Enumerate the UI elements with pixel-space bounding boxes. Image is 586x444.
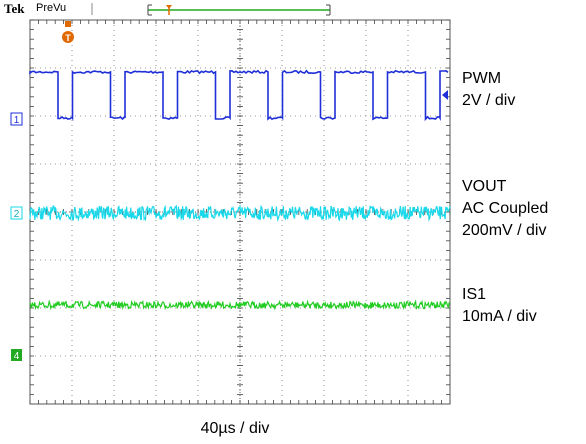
timebase-label: 40µs / div (200, 420, 270, 437)
is1-scale: 10mA / div (462, 308, 537, 325)
pwm-scale: 2V / div (462, 92, 516, 109)
vout-scale: 200mV / div (462, 222, 547, 239)
is1-label: IS1 10mA / div (462, 284, 537, 328)
svg-text:1: 1 (14, 115, 20, 126)
ch4-marker[interactable]: 4 (11, 349, 22, 362)
svg-text:2: 2 (14, 209, 20, 220)
vout-name: VOUT (462, 178, 507, 195)
svg-text:T: T (65, 33, 71, 43)
is1-trace (29, 299, 450, 311)
svg-text:4: 4 (14, 351, 20, 362)
pwm-trace (29, 69, 449, 122)
brand-logo: Tek (4, 1, 25, 16)
ch1-marker[interactable]: 1 (10, 112, 23, 126)
vout-trace (29, 204, 451, 222)
pwm-label: PWM 2V / div (462, 68, 515, 112)
vout-coupling: AC Coupled (462, 200, 549, 217)
is1-name: IS1 (462, 286, 487, 303)
ch1-offset-arrow[interactable] (442, 90, 448, 100)
record-view-bar (147, 4, 331, 16)
trigger-position-marker[interactable]: T (62, 21, 74, 43)
top-status-bar: Tek PreVu (0, 0, 586, 18)
acquisition-mode: PreVu (36, 2, 67, 14)
ch2-marker[interactable]: 2 (10, 206, 23, 220)
vout-label: VOUT AC Coupled 200mV / div (462, 176, 548, 242)
pwm-name: PWM (462, 70, 502, 87)
